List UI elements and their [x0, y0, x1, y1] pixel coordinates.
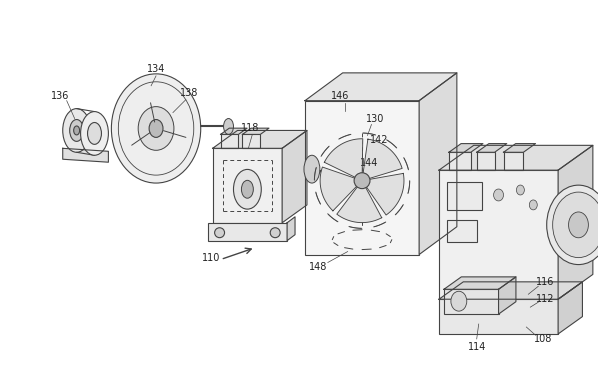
Polygon shape [320, 167, 357, 211]
Bar [449, 152, 471, 170]
Ellipse shape [304, 155, 320, 183]
Polygon shape [282, 131, 307, 223]
Ellipse shape [547, 185, 600, 265]
Ellipse shape [270, 228, 280, 238]
Text: 142: 142 [370, 135, 389, 146]
Text: 114: 114 [467, 342, 486, 352]
Polygon shape [212, 131, 307, 148]
Polygon shape [63, 148, 109, 162]
Polygon shape [439, 282, 583, 299]
Bar [444, 289, 499, 314]
Polygon shape [366, 173, 404, 215]
Ellipse shape [138, 106, 174, 150]
Ellipse shape [74, 126, 80, 135]
Bar [477, 152, 494, 170]
Ellipse shape [354, 173, 370, 188]
Text: 134: 134 [147, 64, 165, 74]
Bar [208, 223, 287, 241]
Bar [221, 134, 238, 148]
Text: 136: 136 [50, 91, 69, 101]
Text: 118: 118 [241, 123, 260, 133]
Ellipse shape [80, 111, 109, 155]
Ellipse shape [529, 200, 537, 210]
Ellipse shape [494, 189, 503, 201]
Polygon shape [363, 139, 402, 178]
Ellipse shape [517, 185, 524, 195]
Ellipse shape [569, 212, 589, 238]
Bar [439, 299, 558, 334]
Polygon shape [558, 145, 593, 299]
Ellipse shape [88, 123, 101, 144]
Bar [242, 134, 260, 148]
Bar [439, 170, 558, 299]
Polygon shape [558, 282, 583, 334]
Ellipse shape [241, 180, 253, 198]
Text: 112: 112 [536, 294, 554, 304]
Text: 144: 144 [361, 158, 379, 168]
Bar [212, 148, 282, 223]
Polygon shape [305, 73, 457, 101]
Polygon shape [419, 73, 457, 255]
Ellipse shape [233, 169, 261, 209]
Text: 148: 148 [308, 262, 327, 272]
Ellipse shape [70, 119, 83, 141]
Text: 116: 116 [536, 277, 554, 287]
Ellipse shape [215, 228, 224, 238]
Text: 110: 110 [202, 252, 220, 262]
Ellipse shape [149, 119, 163, 137]
Polygon shape [287, 217, 295, 241]
Bar [447, 220, 477, 242]
Ellipse shape [451, 291, 467, 311]
Text: 108: 108 [534, 334, 553, 344]
Polygon shape [337, 186, 382, 223]
Text: 130: 130 [366, 113, 385, 124]
Polygon shape [221, 128, 247, 134]
Polygon shape [325, 139, 363, 178]
Polygon shape [242, 128, 269, 134]
Polygon shape [503, 144, 536, 152]
Ellipse shape [112, 74, 201, 183]
Text: 138: 138 [179, 88, 198, 98]
Polygon shape [477, 144, 507, 152]
Polygon shape [444, 277, 516, 289]
Ellipse shape [224, 118, 233, 134]
Ellipse shape [553, 192, 600, 258]
Polygon shape [499, 277, 516, 314]
Bar [305, 101, 419, 255]
Polygon shape [449, 144, 483, 152]
Bar [447, 182, 482, 210]
Polygon shape [439, 145, 593, 170]
Bar [503, 152, 523, 170]
Text: 146: 146 [331, 91, 349, 101]
Ellipse shape [63, 109, 91, 152]
